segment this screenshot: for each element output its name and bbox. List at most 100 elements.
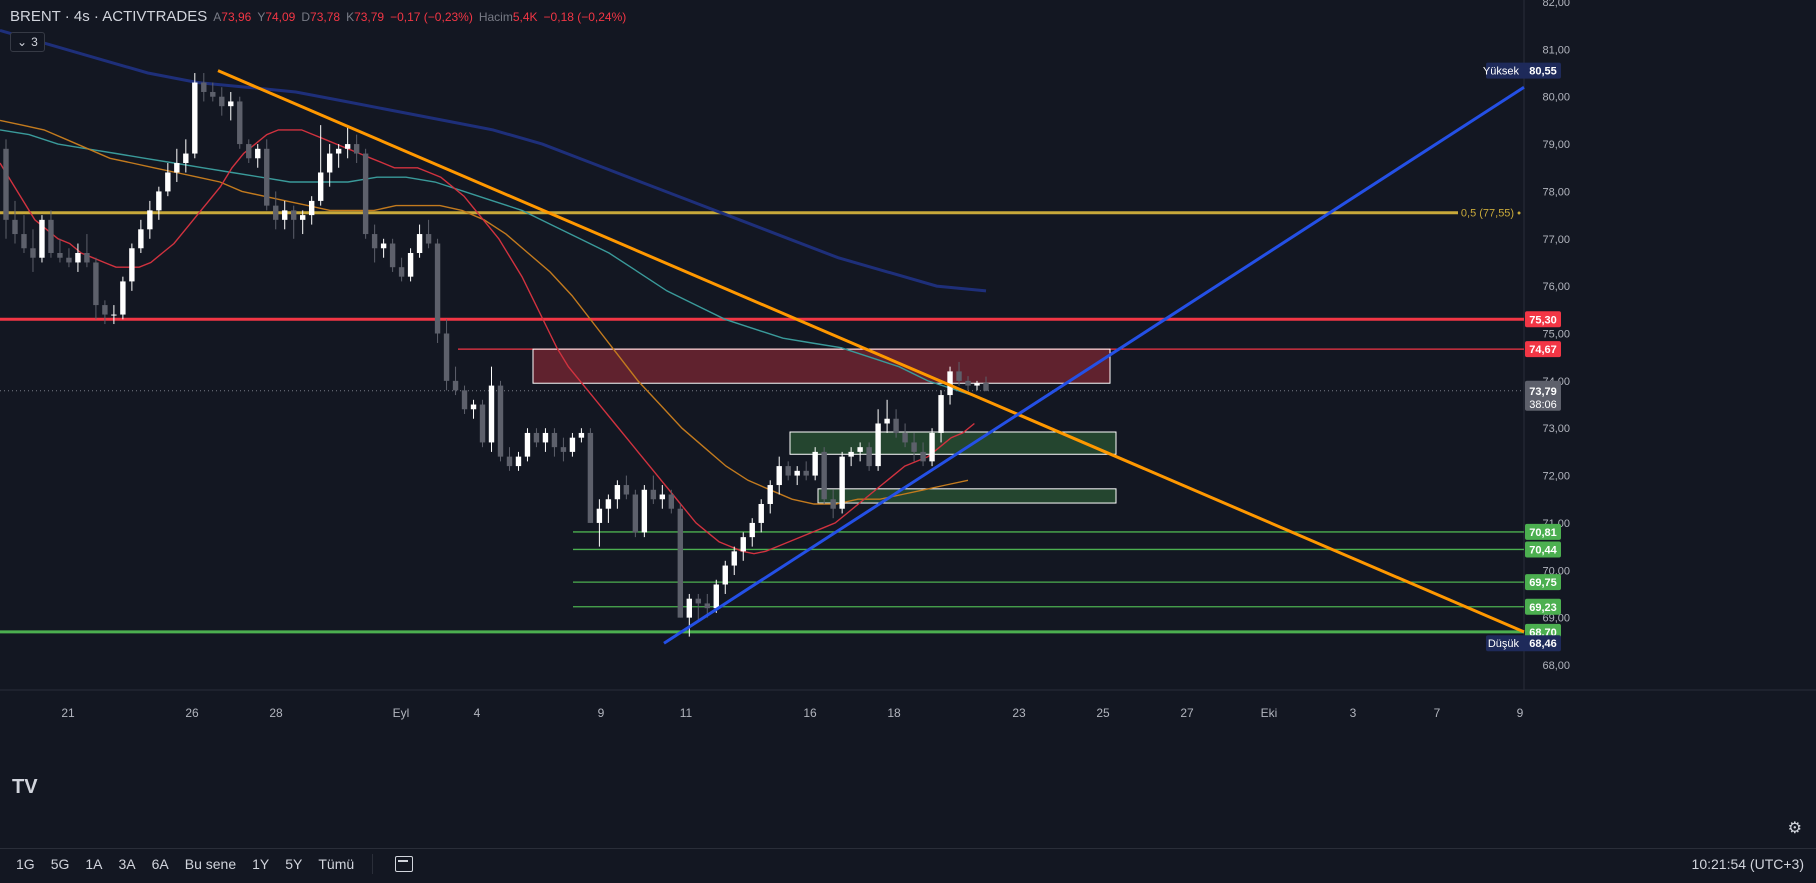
- candle-body: [174, 163, 180, 173]
- y-tick-label: 79,00: [1542, 139, 1570, 151]
- candle-body: [749, 522, 755, 538]
- candle-body: [848, 451, 854, 457]
- x-tick-label: 16: [803, 706, 817, 720]
- fib-level-label: 0,5 (77,55) •: [1461, 208, 1521, 220]
- supply-zone[interactable]: [532, 348, 1111, 384]
- y-tick-label: 82,00: [1542, 0, 1570, 9]
- y-tick-label: 72,00: [1542, 471, 1570, 483]
- low-label-bg: [1486, 635, 1561, 652]
- candle-body: [75, 252, 81, 263]
- zone-top-price-label: 74,67: [1529, 344, 1557, 356]
- candle-body: [632, 494, 639, 533]
- candle-body: [138, 229, 144, 249]
- low-label-value: 68,46: [1529, 638, 1557, 650]
- candle-body: [920, 451, 926, 462]
- range-1g-button[interactable]: 1G: [16, 856, 35, 872]
- candle-body: [794, 470, 800, 476]
- candle-body: [767, 485, 773, 504]
- volume-value: 5,4K: [512, 9, 538, 24]
- indicators-toggle-button[interactable]: ⌄ 3: [10, 32, 45, 52]
- bottom-toolbar: 1G 5G 1A 3A 6A Bu sene 1Y 5Y Tümü 10:21:…: [0, 848, 1816, 879]
- y-tick-label: 80,00: [1542, 92, 1570, 104]
- uptrend-line[interactable]: [663, 85, 1525, 645]
- candle-body: [102, 305, 108, 315]
- candle-body: [21, 234, 27, 249]
- volume-change: −0,18 (−0,24%): [543, 9, 627, 24]
- candle-body: [39, 219, 45, 258]
- candle-body: [120, 281, 126, 315]
- candle-body: [219, 96, 225, 107]
- candle-body: [857, 447, 863, 452]
- calendar-icon[interactable]: [395, 856, 414, 872]
- candle-body: [389, 243, 396, 268]
- candle-body: [264, 148, 270, 206]
- price-change: −0,17 (−0,23%): [390, 9, 473, 24]
- downtrend-line[interactable]: [217, 69, 1525, 634]
- candle-body: [938, 395, 944, 433]
- range-all-button[interactable]: Tümü: [318, 856, 355, 872]
- candle-body: [30, 248, 36, 258]
- bar-countdown-label: 38:06: [1529, 399, 1557, 411]
- y-tick-label: 75,00: [1542, 329, 1570, 341]
- tradingview-logo[interactable]: TV: [12, 776, 38, 798]
- range-1a-button[interactable]: 1A: [85, 856, 103, 872]
- candle-body: [237, 101, 243, 145]
- candle-body: [434, 243, 441, 334]
- candle-body: [291, 210, 297, 220]
- x-tick-label: Eki: [1261, 706, 1278, 720]
- candle-body: [461, 390, 468, 410]
- x-tick-label: 23: [1012, 706, 1026, 720]
- candle-body: [596, 508, 603, 523]
- range-3a-button[interactable]: 3A: [118, 856, 136, 872]
- range-5y-button[interactable]: 5Y: [285, 856, 303, 872]
- candle-body: [93, 262, 99, 306]
- gear-icon[interactable]: ⚙: [1787, 820, 1802, 837]
- candle-body: [398, 267, 405, 277]
- candle-body: [416, 234, 423, 253]
- candle-body: [965, 380, 971, 386]
- candle-body: [317, 172, 324, 201]
- x-tick-label: 9: [598, 706, 605, 720]
- support-price-label: 69,75: [1529, 577, 1557, 589]
- high-label-bg: [1486, 62, 1561, 79]
- chevron-down-icon: ⌄: [17, 35, 28, 49]
- clock-time[interactable]: 10:21:54 (UTC+3): [1691, 856, 1804, 872]
- candle-body: [947, 371, 953, 396]
- ma-teal-line: [0, 129, 987, 401]
- candle-body: [812, 451, 818, 476]
- candle-body: [488, 385, 495, 443]
- candle-body: [201, 82, 207, 92]
- candle-body: [353, 144, 360, 154]
- y-tick-label: 77,00: [1542, 234, 1570, 246]
- candle-body: [129, 248, 135, 282]
- support-price-label-bg: [1525, 598, 1561, 615]
- candle-body: [929, 432, 935, 462]
- range-6a-button[interactable]: 6A: [151, 856, 169, 872]
- range-5g-button[interactable]: 5G: [50, 856, 70, 872]
- x-tick-label: 4: [474, 706, 481, 720]
- candle-body: [668, 494, 675, 509]
- candle-body: [497, 385, 504, 457]
- candle-body: [111, 314, 117, 316]
- ma-navy-line: [0, 28, 987, 293]
- x-tick-label: 9: [1517, 706, 1524, 720]
- symbol-name[interactable]: BRENT · 4s · ACTIVTRADES: [10, 8, 208, 25]
- candle-body: [731, 551, 737, 566]
- candle-body: [192, 82, 198, 154]
- candle-body: [515, 456, 522, 467]
- candle-body: [776, 466, 782, 486]
- candle-body: [273, 205, 279, 220]
- candle-body: [605, 499, 612, 509]
- support-price-label-bg: [1525, 541, 1561, 558]
- candle-body: [425, 234, 432, 244]
- x-tick-label: Eyl: [393, 706, 410, 720]
- candle-body: [740, 537, 746, 552]
- candle-body: [282, 210, 288, 220]
- range-ytd-button[interactable]: Bu sene: [184, 856, 237, 872]
- range-1y-button[interactable]: 1Y: [252, 856, 270, 872]
- candle-body: [785, 466, 791, 476]
- demand-zone-lower[interactable]: [817, 488, 1117, 504]
- candle-body: [344, 144, 351, 149]
